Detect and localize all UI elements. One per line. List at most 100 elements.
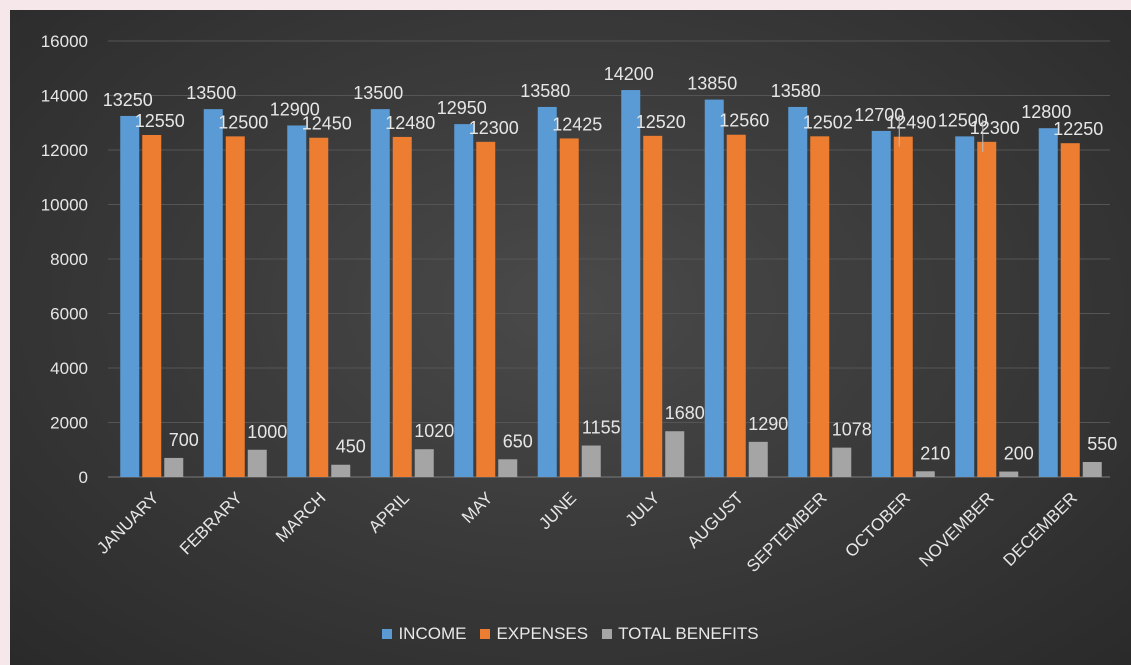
bar-income bbox=[1038, 128, 1058, 477]
bar-total-benefits bbox=[915, 471, 935, 477]
y-tick-label: 6000 bbox=[50, 305, 88, 324]
y-tick-label: 12000 bbox=[41, 141, 88, 160]
y-tick-label: 4000 bbox=[50, 359, 88, 378]
x-tick-label: OCTOBER bbox=[841, 488, 914, 561]
data-label-income: 14200 bbox=[604, 64, 654, 84]
x-tick-label: FEBRARY bbox=[176, 488, 246, 558]
legend-label: TOTAL BENEFITS bbox=[618, 624, 759, 643]
legend-item: EXPENSES bbox=[480, 624, 588, 644]
y-tick-label: 14000 bbox=[41, 87, 88, 106]
data-label-total-benefits: 1290 bbox=[748, 414, 788, 434]
bar-income bbox=[537, 106, 557, 477]
bar-expenses bbox=[392, 136, 412, 478]
data-label-total-benefits: 1020 bbox=[414, 421, 454, 441]
data-label-expenses: 12425 bbox=[552, 114, 602, 134]
data-label-expenses: 12500 bbox=[218, 112, 268, 132]
x-tick-label: MAY bbox=[458, 488, 497, 527]
data-label-total-benefits: 700 bbox=[169, 430, 199, 450]
bar-expenses bbox=[225, 136, 245, 477]
legend-swatch bbox=[602, 629, 613, 639]
legend-item: INCOME bbox=[382, 624, 466, 644]
legend-label: INCOME bbox=[398, 624, 467, 643]
y-tick-label: 16000 bbox=[41, 32, 88, 51]
x-tick-label: JANUARY bbox=[93, 488, 162, 557]
bar-expenses bbox=[893, 136, 913, 477]
bar-expenses bbox=[643, 135, 663, 477]
data-label-total-benefits: 1078 bbox=[832, 420, 872, 440]
bar-total-benefits bbox=[498, 459, 518, 477]
data-label-total-benefits: 450 bbox=[336, 437, 366, 457]
x-tick-label: JULY bbox=[622, 488, 664, 530]
bar-total-benefits bbox=[414, 449, 434, 477]
data-label-income: 12700 bbox=[854, 105, 904, 125]
bar-expenses bbox=[559, 138, 579, 477]
bar-total-benefits bbox=[247, 449, 267, 477]
legend-item: TOTAL BENEFITS bbox=[602, 624, 759, 644]
bar-income bbox=[454, 124, 474, 478]
y-tick-label: 0 bbox=[79, 468, 88, 487]
data-label-expenses: 12490 bbox=[886, 113, 936, 133]
bar-income bbox=[203, 109, 223, 477]
data-label-income: 13580 bbox=[520, 81, 570, 101]
data-label-total-benefits: 200 bbox=[1004, 444, 1034, 464]
bar-total-benefits bbox=[1082, 462, 1102, 477]
data-label-income: 12900 bbox=[270, 99, 320, 119]
data-label-income: 12500 bbox=[938, 110, 988, 130]
bar-expenses bbox=[810, 136, 830, 477]
x-tick-label: JUNE bbox=[535, 488, 580, 533]
data-label-total-benefits: 550 bbox=[1087, 434, 1117, 454]
data-label-expenses: 12502 bbox=[803, 112, 853, 132]
data-label-total-benefits: 650 bbox=[503, 431, 533, 451]
bar-income bbox=[120, 115, 140, 477]
bar-total-benefits bbox=[164, 457, 184, 477]
x-tick-label: AUGUST bbox=[684, 488, 748, 552]
x-tick-label: NOVEMBER bbox=[915, 488, 997, 570]
bar-income bbox=[287, 125, 307, 477]
data-label-income: 13850 bbox=[687, 74, 737, 94]
chart-area: 0 2000 4000 6000 8000 10000 12000 14000 16000 132… bbox=[10, 10, 1131, 665]
bar-income bbox=[871, 130, 891, 478]
legend-label: EXPENSES bbox=[496, 624, 589, 643]
data-label-expenses: 12550 bbox=[135, 111, 185, 131]
data-label-total-benefits: 1000 bbox=[247, 422, 287, 442]
y-tick-label: 2000 bbox=[50, 414, 88, 433]
data-label-expenses: 12250 bbox=[1053, 119, 1103, 139]
x-tick-label: DECEMBER bbox=[1000, 488, 1082, 570]
data-label-income: 12800 bbox=[1021, 102, 1071, 122]
data-label-income: 13580 bbox=[771, 81, 821, 101]
data-label-income: 13500 bbox=[186, 83, 236, 103]
bar-expenses bbox=[476, 141, 496, 477]
bar-income bbox=[704, 99, 724, 478]
data-label-income: 13250 bbox=[103, 90, 153, 110]
bar-total-benefits bbox=[665, 431, 685, 477]
data-label-total-benefits: 210 bbox=[920, 443, 950, 463]
legend-swatch bbox=[480, 629, 491, 639]
bar-income bbox=[955, 136, 975, 477]
x-tick-label: SEPTEMBER bbox=[743, 488, 831, 576]
bar-chart: 0 2000 4000 6000 8000 10000 12000 14000 16000 132… bbox=[41, 32, 1118, 576]
bar-expenses bbox=[977, 141, 997, 477]
bar-income bbox=[621, 90, 641, 478]
data-label-income: 13500 bbox=[353, 83, 403, 103]
data-label-expenses: 12480 bbox=[385, 113, 435, 133]
legend-swatch bbox=[382, 629, 393, 639]
data-label-income: 12950 bbox=[437, 98, 487, 118]
x-tick-label: MARCH bbox=[272, 488, 330, 546]
x-tick-label: APRIL bbox=[365, 488, 413, 536]
bar-total-benefits bbox=[832, 447, 852, 477]
data-label-total-benefits: 1155 bbox=[582, 418, 621, 438]
y-tick-label: 8000 bbox=[50, 250, 88, 269]
bar-expenses bbox=[1060, 143, 1080, 477]
data-label-expenses: 12300 bbox=[469, 118, 519, 138]
bar-expenses bbox=[309, 137, 329, 478]
bar-expenses bbox=[726, 134, 746, 477]
data-label-expenses: 12520 bbox=[636, 112, 686, 132]
data-label-expenses: 12450 bbox=[302, 114, 352, 134]
bar-total-benefits bbox=[331, 464, 351, 477]
chart-legend: INCOME EXPENSES TOTAL BENEFITS bbox=[10, 622, 1131, 646]
data-label-expenses: 12560 bbox=[719, 111, 769, 131]
bar-expenses bbox=[142, 135, 162, 477]
bar-income bbox=[788, 106, 808, 477]
data-label-total-benefits: 1680 bbox=[665, 403, 705, 423]
bar-total-benefits bbox=[748, 441, 768, 477]
